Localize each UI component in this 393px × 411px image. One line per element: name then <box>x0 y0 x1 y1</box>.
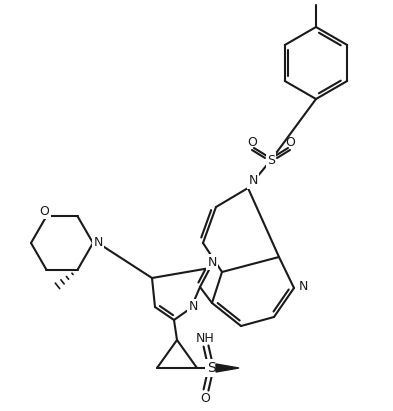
Text: O: O <box>247 136 257 150</box>
Text: S: S <box>267 153 275 166</box>
Text: N: N <box>93 236 103 249</box>
Text: N: N <box>208 256 217 268</box>
Text: S: S <box>207 361 215 375</box>
Text: O: O <box>285 136 295 150</box>
Text: O: O <box>200 392 210 404</box>
Text: N: N <box>298 279 308 293</box>
Text: N: N <box>248 175 258 187</box>
Polygon shape <box>216 364 239 372</box>
Text: NH: NH <box>196 332 214 344</box>
Text: N: N <box>188 300 198 314</box>
Text: O: O <box>40 205 50 218</box>
